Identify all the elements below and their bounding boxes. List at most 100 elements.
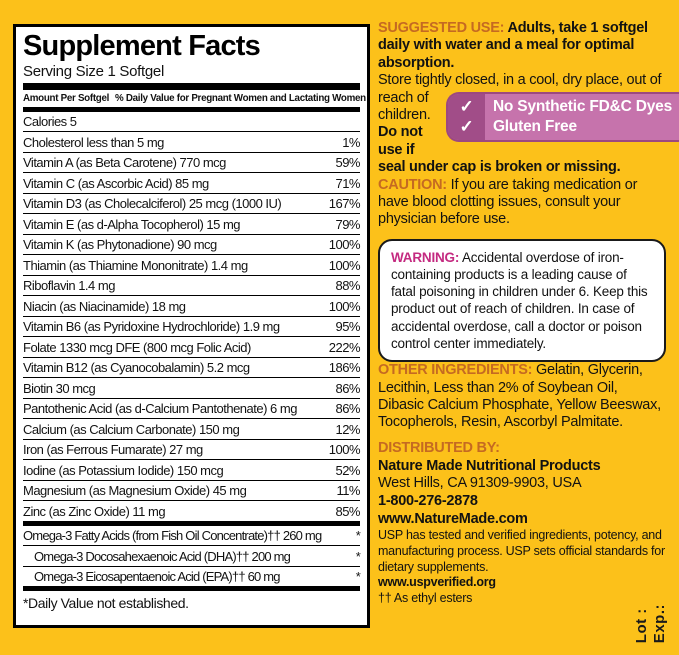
nutrient-daily-value: 100% bbox=[328, 298, 361, 314]
nutrient-label: Calcium (as Calcium Carbonate) 150 mg bbox=[23, 421, 240, 437]
warning-text: Accidental overdose of iron-containing p… bbox=[391, 249, 648, 352]
nutrient-label: Zinc (as Zinc Oxide) 11 mg bbox=[23, 503, 166, 519]
iron-warning-box: WARNING: Accidental overdose of iron-con… bbox=[378, 238, 666, 363]
divider-thick bbox=[23, 83, 360, 91]
nutrient-label: Iodine (as Potassium Iodide) 150 mcg bbox=[23, 462, 224, 478]
distributed-by-heading: DISTRIBUTED BY: bbox=[378, 439, 500, 456]
nutrient-daily-value: 100% bbox=[328, 442, 361, 458]
supplement-facts-panel: Supplement Facts Serving Size 1 Softgel … bbox=[13, 24, 370, 628]
nutrient-label: Riboflavin 1.4 mg bbox=[23, 278, 115, 294]
nutrient-label: Folate 1330 mcg DFE (800 mcg Folic Acid) bbox=[23, 339, 251, 355]
nutrient-row: Vitamin K (as Phytonadione) 90 mcg 100% bbox=[23, 233, 361, 255]
nutrient-label: Vitamin C (as Ascorbic Acid) 85 mg bbox=[23, 175, 209, 191]
daily-value-footnote: *Daily Value not established. bbox=[23, 595, 189, 612]
nutrient-daily-value: 100% bbox=[328, 237, 361, 253]
nutrient-row: Vitamin E (as d-Alpha Tocopherol) 15 mg … bbox=[23, 213, 360, 234]
omega3-row: Omega-3 Docosahexaenoic Acid (DHA)†† 200… bbox=[23, 545, 361, 566]
divider-thick bbox=[23, 586, 360, 592]
usp-text: USP has tested and verified ingredients,… bbox=[378, 528, 665, 574]
distributor-website: www.NatureMade.com bbox=[378, 510, 528, 527]
divider-medium bbox=[23, 107, 360, 112]
nutrient-label: Vitamin K (as Phytonadione) 90 mcg bbox=[23, 237, 217, 253]
nutrient-row: Magnesium (as Magnesium Oxide) 45 mg 11% bbox=[23, 479, 360, 501]
caution: CAUTION: If you are taking medication or… bbox=[378, 177, 666, 229]
other-ingredients: OTHER INGREDIENTS: Gelatin, Glycerin, Le… bbox=[378, 362, 666, 432]
omega3-row: Omega-3 Fatty Acids (from Fish Oil Conce… bbox=[23, 526, 361, 546]
panel-title: Supplement Facts bbox=[23, 30, 261, 62]
nutrient-row: Cholesterol less than 5 mg 1% bbox=[23, 131, 360, 152]
nutrient-daily-value: 100% bbox=[328, 257, 361, 273]
nutrient-row: Niacin (as Niacinamide) 18 mg 100% bbox=[23, 295, 361, 316]
nutrient-label: Vitamin A (as Beta Carotene) 770 mcg bbox=[23, 155, 226, 171]
nutrient-row: Vitamin C (as Ascorbic Acid) 85 mg 71% bbox=[23, 172, 360, 193]
nutrient-daily-value: 86% bbox=[335, 401, 360, 417]
lot-exp-area: Lot : Exp.: bbox=[633, 604, 669, 643]
badge-checkmark-tab: ✓ ✓ bbox=[448, 93, 485, 140]
nutrient-label: Vitamin E (as d-Alpha Tocopherol) 15 mg bbox=[23, 216, 241, 232]
distributor-address: West Hills, CA 91309-9903, USA bbox=[378, 475, 582, 492]
ethyl-esters-note: †† As ethyl esters bbox=[378, 590, 473, 605]
suggested-use-heading: SUGGESTED USE: bbox=[378, 20, 505, 36]
nutrient-daily-value: 222% bbox=[328, 339, 361, 355]
nutrient-label: Omega-3 Docosahexaenoic Acid (DHA)†† 200… bbox=[34, 548, 291, 564]
nutrient-row: Vitamin B12 (as Cyanocobalamin) 5.2 mcg … bbox=[23, 356, 361, 378]
badge-claims: No Synthetic FD&C Dyes Gluten Free bbox=[485, 94, 679, 140]
column-dv-label: % Daily Value for Pregnant Women and Lac… bbox=[115, 93, 366, 105]
distributor-name: Nature Made Nutritional Products bbox=[378, 457, 601, 474]
claim-no-dyes: No Synthetic FD&C Dyes bbox=[492, 98, 672, 116]
nutrient-label: Niacin (as Niacinamide) 18 mg bbox=[23, 298, 186, 314]
nutrient-daily-value: 85% bbox=[335, 503, 360, 519]
info-column: SUGGESTED USE: Adults, take 1 softgel da… bbox=[378, 20, 679, 606]
nutrient-label: Magnesium (as Magnesium Oxide) 45 mg bbox=[23, 483, 247, 499]
nutrient-daily-value: 86% bbox=[335, 380, 360, 396]
omega3-table: Omega-3 Fatty Acids (from Fish Oil Conce… bbox=[23, 526, 361, 587]
caution-text: If you are taking medication or have blo… bbox=[378, 176, 638, 228]
nutrient-daily-value: 79% bbox=[335, 216, 360, 232]
nutrient-label: Cholesterol less than 5 mg bbox=[23, 134, 164, 150]
nutrient-daily-value: 12% bbox=[335, 421, 360, 437]
nutrient-label: Vitamin D3 (as Cholecalciferol) 25 mcg (… bbox=[23, 196, 282, 212]
caution-heading: CAUTION: bbox=[378, 176, 447, 193]
nutrient-row: Zinc (as Zinc Oxide) 11 mg 85% bbox=[23, 500, 360, 521]
other-ingredients-text: Gelatin, Glycerin, Lecithin, Less than 2… bbox=[378, 362, 661, 431]
suggested-use: SUGGESTED USE: Adults, take 1 softgel da… bbox=[378, 20, 666, 72]
nutrient-row: Vitamin B6 (as Pyridoxine Hydrochloride)… bbox=[23, 315, 360, 337]
claim-gluten-free: Gluten Free bbox=[492, 117, 577, 135]
storage-text-b: reach of children. bbox=[378, 89, 431, 123]
nutrient-daily-value: 95% bbox=[335, 319, 360, 335]
nutrient-daily-value: 167% bbox=[328, 196, 361, 212]
checkmark-icon: ✓ bbox=[459, 116, 474, 136]
nutrient-daily-value: 11% bbox=[336, 483, 360, 499]
storage-text-a: Store tightly closed, in a cool, dry pla… bbox=[378, 72, 662, 89]
nutrient-table: Calories 5 Cholesterol less than 5 mg 1%… bbox=[23, 112, 361, 521]
suggested-use-text: Adults, take 1 softgel daily with water … bbox=[378, 20, 648, 71]
nutrient-label: Calories 5 bbox=[23, 114, 77, 130]
nutrient-label: Thiamin (as Thiamine Mononitrate) 1.4 mg bbox=[23, 257, 248, 273]
lot-label: Lot : bbox=[633, 608, 650, 643]
seal-warning: Do not use if seal under cap is broken o… bbox=[378, 124, 621, 176]
usp-statement: USP has tested and verified ingredients,… bbox=[378, 528, 666, 591]
claims-badge: ✓ ✓ No Synthetic FD&C Dyes Gluten Free bbox=[446, 91, 679, 142]
nutrient-daily-value: 1% bbox=[342, 134, 360, 150]
nutrient-row: Pantothenic Acid (as d-Calcium Pantothen… bbox=[23, 397, 360, 419]
nutrient-row: Calcium (as Calcium Carbonate) 150 mg 12… bbox=[23, 418, 360, 439]
nutrient-row: Calories 5 bbox=[23, 112, 360, 132]
nutrient-row: Vitamin D3 (as Cholecalciferol) 25 mcg (… bbox=[23, 192, 361, 214]
nutrient-label: Pantothenic Acid (as d-Calcium Pantothen… bbox=[23, 401, 297, 417]
nutrient-label: Omega-3 Fatty Acids (from Fish Oil Conce… bbox=[23, 528, 322, 544]
divider-thick bbox=[23, 520, 360, 526]
nutrient-label: Vitamin B6 (as Pyridoxine Hydrochloride)… bbox=[23, 319, 280, 335]
nutrient-daily-value: * bbox=[355, 548, 361, 564]
column-header: Amount Per Softgel % Daily Value for Pre… bbox=[23, 90, 366, 107]
nutrient-daily-value: 59% bbox=[335, 155, 360, 171]
checkmark-icon: ✓ bbox=[459, 97, 474, 117]
usp-url: www.uspverified.org bbox=[378, 575, 496, 590]
nutrient-label: Iron (as Ferrous Fumarate) 27 mg bbox=[23, 442, 203, 458]
distributed-by: DISTRIBUTED BY: Nature Made Nutritional … bbox=[378, 440, 666, 528]
nutrient-daily-value: 71% bbox=[335, 175, 360, 191]
distributor-phone: 1-800-276-2878 bbox=[378, 492, 478, 509]
storage-instructions: Store tightly closed, in a cool, dry pla… bbox=[378, 72, 679, 176]
nutrient-daily-value: 88% bbox=[335, 278, 360, 294]
serving-size: Serving Size 1 Softgel bbox=[23, 63, 164, 81]
